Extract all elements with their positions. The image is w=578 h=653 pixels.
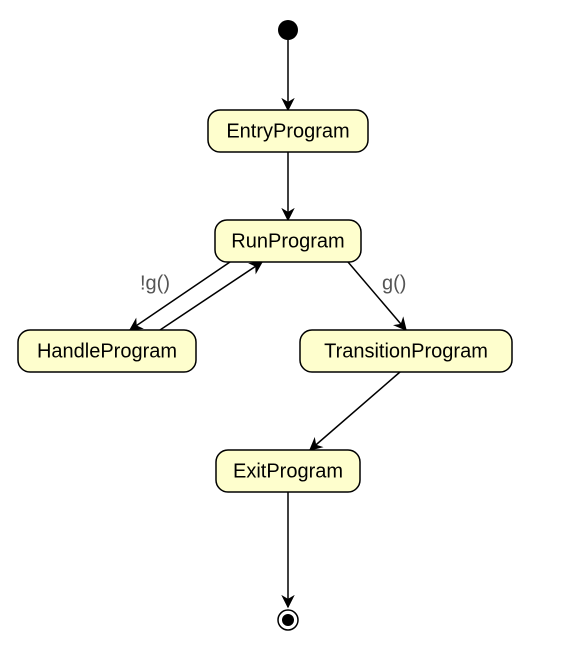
- node-entry-label: EntryProgram: [226, 120, 349, 142]
- edge-run_handle-label: !g(): [140, 272, 170, 294]
- nodes-group: EntryProgram RunProgram HandleProgram Trans…: [18, 110, 512, 492]
- state-diagram: !g() g() EntryProgram RunProgram HandleProg…: [0, 0, 578, 653]
- node-run-label: RunProgram: [231, 230, 344, 252]
- final-state-icon: [278, 610, 298, 630]
- initial-state-icon: [278, 20, 298, 40]
- edge-trans_exit: [310, 372, 400, 450]
- edge-handle_run: [160, 262, 262, 330]
- edge-run_trans-label: g(): [382, 272, 406, 294]
- node-exit-label: ExitProgram: [233, 460, 343, 482]
- node-transition-label: TransitionProgram: [324, 340, 488, 362]
- node-handle-label: HandleProgram: [37, 340, 177, 362]
